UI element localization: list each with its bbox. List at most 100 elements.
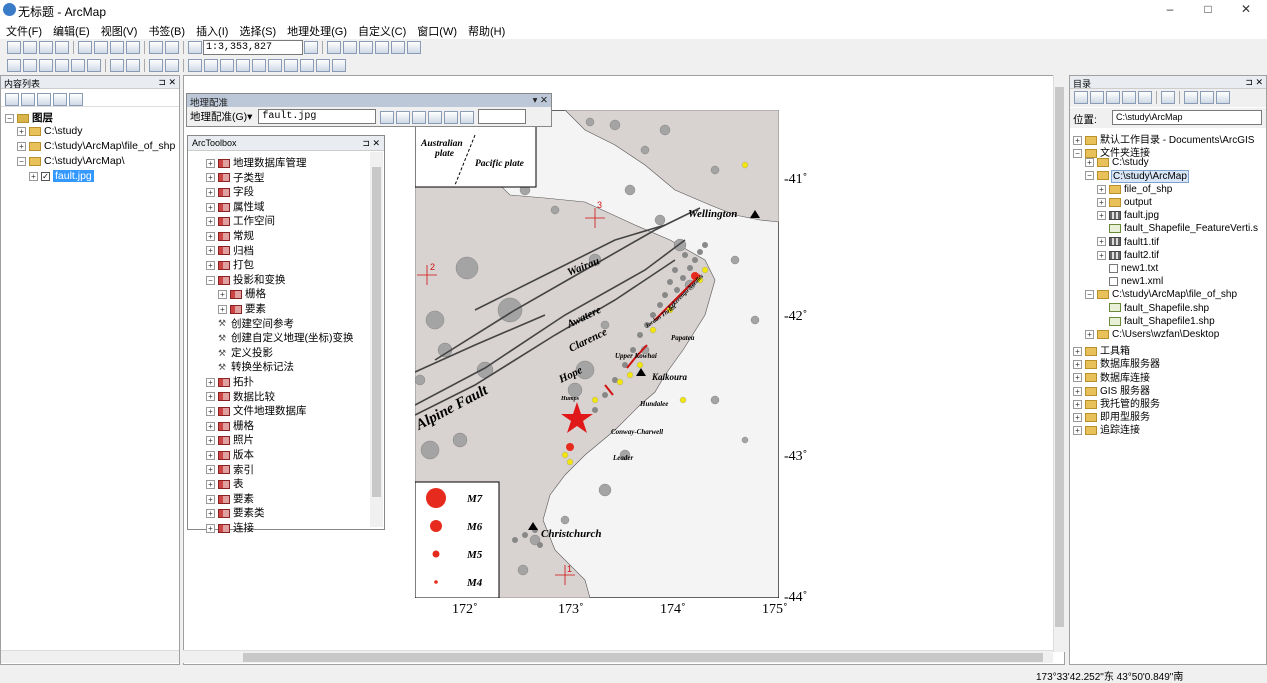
menu-insert[interactable]: 插入(I) [196, 26, 229, 38]
delete-icon[interactable] [126, 41, 140, 54]
full-extent-icon[interactable] [55, 59, 69, 72]
identify-icon[interactable] [204, 59, 218, 72]
minimize-button[interactable]: – [1166, 2, 1174, 16]
catalog-tree-item[interactable]: + 即用型服务 [1073, 408, 1150, 423]
undo-icon[interactable] [149, 41, 163, 54]
select-features-icon[interactable] [149, 59, 163, 72]
save-icon[interactable] [39, 41, 53, 54]
arctoolbox-item[interactable]: + 要素类 [206, 505, 265, 520]
views-icon[interactable] [1161, 91, 1175, 104]
arctoolbox-item[interactable]: + 子类型 [206, 170, 265, 185]
print-icon[interactable] [55, 41, 69, 54]
catalog-tree-item[interactable]: + 默认工作目录 - Documents\ArcGIS [1073, 131, 1254, 146]
search-window-icon[interactable] [359, 41, 373, 54]
map-horizontal-scrollbar[interactable] [183, 650, 1053, 663]
scale-icon[interactable] [428, 111, 443, 124]
back-icon[interactable] [110, 59, 124, 72]
options-icon[interactable] [69, 93, 83, 106]
catalog-tree-item[interactable]: + 工具箱 [1073, 342, 1130, 357]
refresh-icon[interactable] [1200, 91, 1214, 104]
arctoolbox-item[interactable]: + 拓扑 [206, 374, 254, 389]
select-elements-icon[interactable] [188, 59, 202, 72]
arctoolbox-item[interactable]: + 打包 [206, 257, 254, 272]
catalog-tree-item[interactable]: new1.xml [1097, 276, 1163, 287]
catalog-tree-item[interactable]: + file_of_shp [1097, 184, 1172, 195]
menu-selection[interactable]: 选择(S) [239, 26, 277, 38]
menu-customize[interactable]: 自定义(C) [358, 26, 407, 38]
zoom-out-icon[interactable] [23, 59, 37, 72]
catalog-tree-item[interactable]: + C:\Users\wzfan\Desktop [1085, 329, 1219, 340]
forward-icon[interactable] [126, 59, 140, 72]
arctoolbox-item[interactable]: + 连接 [206, 520, 254, 535]
up-one-level-icon[interactable] [1106, 91, 1120, 104]
forward-icon[interactable] [1090, 91, 1104, 104]
list-by-source-icon[interactable] [21, 93, 35, 106]
open-icon[interactable] [23, 41, 37, 54]
arctoolbox-item[interactable]: + 要素 [206, 491, 254, 506]
measure-icon[interactable] [252, 59, 266, 72]
toc-hscroll[interactable] [1, 650, 179, 663]
toc-item-arcmap[interactable]: − C:\study\ArcMap\ [17, 155, 125, 167]
georef-menu[interactable]: 地理配准(G)▾ [190, 111, 253, 123]
arctoolbox-item[interactable]: + 要素 [218, 301, 266, 316]
auto-adjust-icon[interactable] [460, 111, 475, 124]
menu-file[interactable]: 文件(F) [6, 26, 43, 38]
catalog-tree-item[interactable]: − C:\study\ArcMap\file_of_shp [1085, 289, 1237, 300]
link-table-icon[interactable] [444, 111, 459, 124]
list-by-selection-icon[interactable] [53, 93, 67, 106]
find-route-icon[interactable] [284, 59, 298, 72]
list-by-visibility-icon[interactable] [37, 93, 51, 106]
rotate-icon[interactable] [396, 111, 411, 124]
arctoolbox-item[interactable]: + 归档 [206, 243, 254, 258]
toggle-contents-icon[interactable] [1184, 91, 1198, 104]
zoom-in-icon[interactable] [7, 59, 21, 72]
georef-layer-combo[interactable]: fault.jpg [258, 109, 377, 124]
arctoolbox-item[interactable]: + 索引 [206, 462, 254, 477]
catalog-tree-item[interactable]: + 我托管的服务 [1073, 395, 1160, 410]
catalog-tree-item[interactable]: + output [1097, 197, 1152, 208]
close-button[interactable]: ✕ [1240, 2, 1252, 16]
shift-icon[interactable] [412, 111, 427, 124]
catalog-tree-item[interactable]: fault_Shapefile.shp [1097, 303, 1209, 314]
catalog-tree-item[interactable]: − C:\study\ArcMap [1085, 169, 1189, 183]
table-of-contents-icon[interactable] [327, 41, 341, 54]
catalog-tree-item[interactable]: + fault.jpg [1097, 210, 1159, 221]
catalog-tree-item[interactable]: + GIS 服务器 [1073, 382, 1150, 397]
new-icon[interactable] [7, 41, 21, 54]
arctoolbox-item[interactable]: + 属性域 [206, 199, 265, 214]
catalog-tree-item[interactable]: + C:\study [1085, 157, 1149, 168]
catalog-tree-item[interactable]: + fault1.tif [1097, 237, 1159, 248]
clear-selection-icon[interactable] [165, 59, 179, 72]
catalog-tree-item[interactable]: + 数据库连接 [1073, 369, 1150, 384]
find-icon[interactable] [268, 59, 282, 72]
catalog-tree-item[interactable]: + fault2.tif [1097, 250, 1159, 261]
pan-icon[interactable] [39, 59, 53, 72]
georef-transparency-input[interactable] [478, 109, 527, 124]
catalog-tree-item[interactable]: + 追踪连接 [1073, 421, 1140, 436]
catalog-tree-item[interactable]: − 文件夹连接 [1073, 144, 1150, 159]
goto-xy-icon[interactable] [300, 59, 314, 72]
arctoolbox-scrollbar[interactable] [370, 152, 383, 527]
catalog-icon[interactable] [343, 41, 357, 54]
arctoolbox-item[interactable]: + 表 [206, 476, 244, 491]
menu-windows[interactable]: 窗口(W) [417, 26, 458, 38]
menu-view[interactable]: 视图(V) [100, 26, 138, 38]
hyperlink-icon[interactable] [220, 59, 234, 72]
arctoolbox-item[interactable]: ⚒ 创建自定义地理(坐标)变换 [218, 332, 354, 345]
time-slider-icon[interactable] [316, 59, 330, 72]
arctoolbox-item[interactable]: + 工作空间 [206, 213, 275, 228]
editor-icon[interactable] [304, 41, 318, 54]
arctoolbox-item[interactable]: + 常规 [206, 228, 254, 243]
map-scale-combo[interactable]: 1:3,353,827 [203, 40, 303, 55]
arctoolbox-item[interactable]: ⚒ 转换坐标记法 [218, 361, 294, 374]
menu-geoprocessing[interactable]: 地理处理(G) [287, 26, 348, 38]
arctoolbox-item[interactable]: + 版本 [206, 447, 254, 462]
back-icon[interactable] [1074, 91, 1088, 104]
toc-item-file-of-shp[interactable]: + C:\study\ArcMap\file_of_shp [17, 140, 175, 152]
arctoolbox-item[interactable]: + 栅格 [206, 418, 254, 433]
toc-item-study[interactable]: + C:\study [17, 125, 83, 137]
menu-help[interactable]: 帮助(H) [468, 26, 506, 38]
html-popup-icon[interactable] [236, 59, 250, 72]
options-icon[interactable] [1216, 91, 1230, 104]
add-data-icon[interactable] [188, 41, 202, 54]
